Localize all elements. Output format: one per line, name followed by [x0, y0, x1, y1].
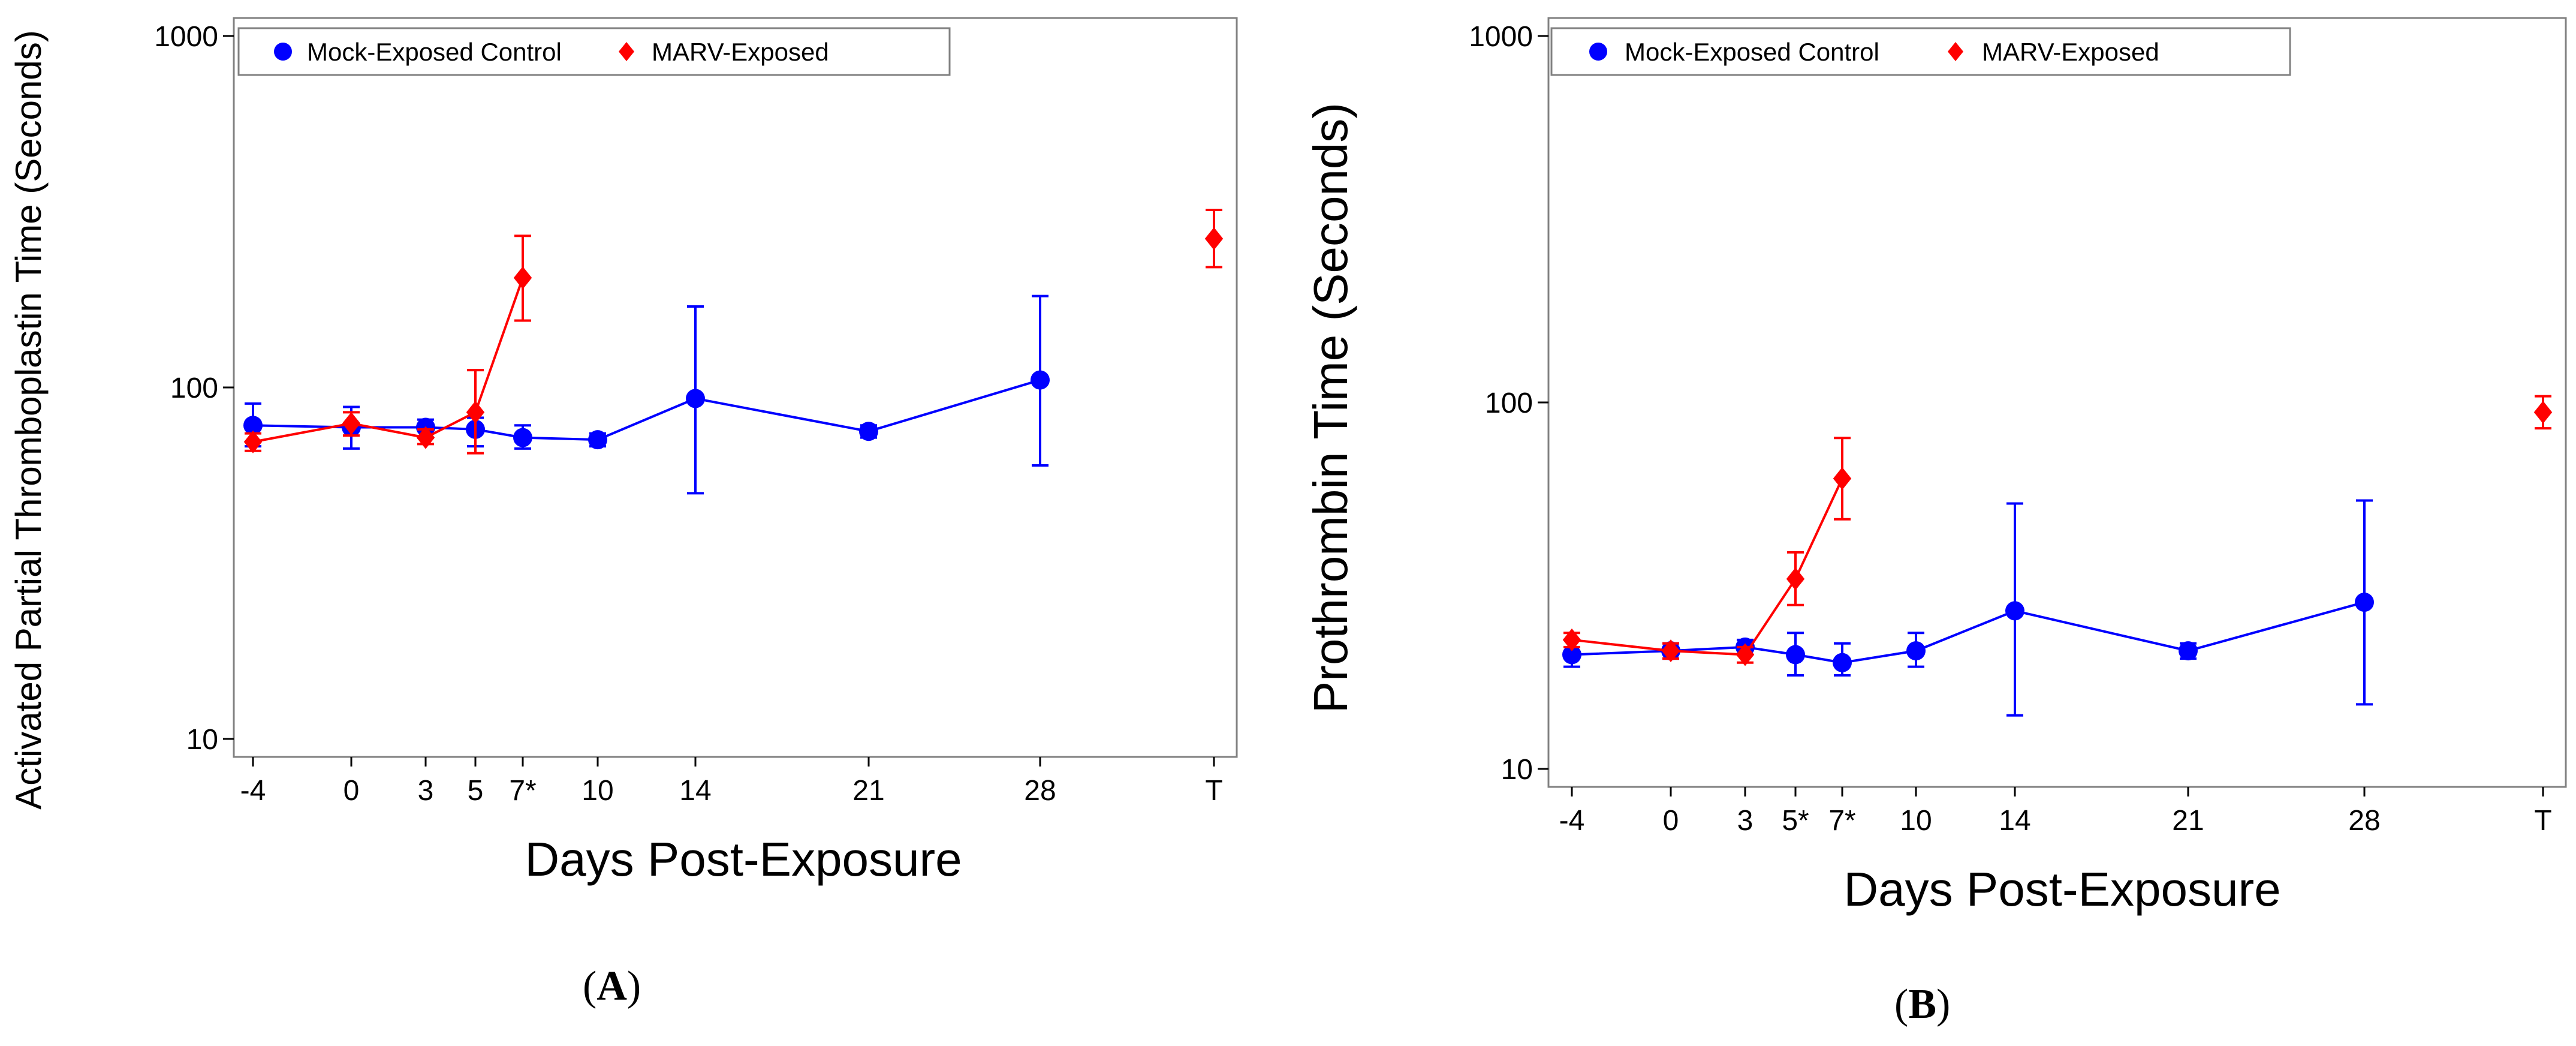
- panel-label-b: (B): [1894, 981, 1951, 1027]
- plot-area-a: [233, 17, 1238, 758]
- x-tick-label-a-9: T: [1205, 775, 1222, 807]
- point-b-marv-exposed-5: [1786, 567, 1805, 591]
- legend-label-b-control: Mock-Exposed Control: [1625, 38, 1879, 66]
- point-b-mock-exposed-control-7: [1833, 653, 1852, 672]
- x-tick-label-b-0: -4: [1559, 805, 1585, 837]
- legend-marker-a-marv: [619, 42, 634, 61]
- point-a-mock-exposed-control-10: [588, 430, 607, 450]
- point-a-marv-exposed-3: [416, 426, 435, 449]
- x-tick-label-a-5: 10: [582, 775, 613, 807]
- chart-panel-a: 10 100 1000 -4 0 3 5 7* 10 14 21 28 T Activated Parti…: [8, 17, 1238, 886]
- x-tick-label-a-7: 21: [852, 775, 884, 807]
- point-b-marv-exposed-4: [1562, 628, 1581, 651]
- chart-panel-b: 10 100 1000 -4 0 3 5* 7* 10 14 21 28 T Prothrombin Ti…: [1304, 17, 2567, 916]
- point-a-marv-exposed-0: [342, 411, 361, 435]
- legend-label-b-marv: MARV-Exposed: [1982, 38, 2159, 66]
- series-line-b-marv-exposed: [1571, 478, 1843, 656]
- y-axis-title-a: Activated Partial Thromboplastin Time (S…: [8, 30, 49, 809]
- plot-area-b: [1547, 17, 2567, 788]
- point-b-marv-exposed-3: [1736, 643, 1755, 666]
- legend-a: Mock-Exposed Control MARV-Exposed: [237, 27, 951, 76]
- point-b-marv-exposed-7: [1833, 467, 1852, 490]
- x-tick-label-a-3: 5: [468, 775, 484, 807]
- point-a-mock-exposed-control-28: [1031, 370, 1050, 390]
- panel-label-a-text: A: [596, 963, 627, 1009]
- legend-marker-b-marv: [1948, 42, 1963, 61]
- x-tick-label-b-8: 28: [2348, 805, 2380, 837]
- point-b-mock-exposed-control-10: [1906, 641, 1926, 661]
- series-line-b-mock-exposed-control: [1571, 601, 2365, 664]
- x-axis-title-b: Days Post-Exposure: [1843, 862, 2280, 916]
- x-tick-label-a-0: -4: [240, 775, 266, 807]
- x-tick-label-b-3: 5*: [1782, 805, 1809, 837]
- point-b-mock-exposed-control-14: [2005, 601, 2024, 621]
- y-tick-label-b-1000: 1000: [1469, 21, 1533, 53]
- y-tick-label-b-10: 10: [1501, 754, 1533, 786]
- x-tick-label-b-2: 3: [1737, 805, 1754, 837]
- point-b-mock-exposed-control-21: [2179, 641, 2198, 661]
- x-tick-label-b-9: T: [2534, 805, 2551, 837]
- legend-box-a: [237, 27, 951, 76]
- x-tick-label-b-1: 0: [1663, 805, 1679, 837]
- x-axis-title-a: Days Post-Exposure: [525, 832, 962, 886]
- point-a-mock-exposed-control-4: [243, 416, 263, 435]
- x-tick-label-a-6: 14: [679, 775, 711, 807]
- panel-label-b-text: B: [1908, 981, 1937, 1027]
- legend-marker-a-control: [274, 43, 292, 61]
- legend-box-b: [1550, 27, 2291, 76]
- point-b-marv-exposed-0: [1661, 639, 1680, 663]
- y-tick-label-a-100: 100: [170, 372, 218, 404]
- x-tick-label-a-2: 3: [418, 775, 434, 807]
- point-b-mock-exposed-control-28: [2355, 593, 2374, 612]
- x-tick-label-b-5: 10: [1900, 805, 1932, 837]
- point-a-marv-exposed-5: [466, 401, 485, 424]
- point-a-marv-exposed-t: [1204, 227, 1224, 250]
- point-a-mock-exposed-control-7: [513, 428, 532, 447]
- point-b-mock-exposed-control-5: [1786, 645, 1805, 665]
- point-b-mock-exposed-control-4: [1562, 645, 1581, 665]
- y-tick-label-a-10: 10: [186, 724, 218, 756]
- x-tick-label-b-7: 21: [2172, 805, 2204, 837]
- point-a-marv-exposed-7: [513, 266, 532, 290]
- x-tick-label-a-4: 7*: [509, 775, 536, 807]
- y-axis-title-b: Prothrombin Time (Seconds): [1304, 103, 1357, 713]
- legend-marker-b-control: [1589, 43, 1607, 61]
- x-tick-label-a-1: 0: [344, 775, 360, 807]
- point-a-mock-exposed-control-21: [859, 422, 878, 441]
- point-b-marv-exposed-t: [2533, 401, 2553, 424]
- series-line-a-mock-exposed-control: [252, 378, 1041, 441]
- x-tick-label-b-6: 14: [1999, 805, 2030, 837]
- point-a-mock-exposed-control-14: [686, 389, 705, 408]
- x-tick-label-b-4: 7*: [1828, 805, 1855, 837]
- y-tick-label-b-100: 100: [1485, 387, 1533, 419]
- legend-b: Mock-Exposed Control MARV-Exposed: [1550, 27, 2291, 76]
- y-tick-label-a-1000: 1000: [154, 21, 218, 53]
- panel-label-a: (A): [583, 963, 641, 1009]
- point-a-marv-exposed-4: [243, 430, 263, 453]
- x-tick-label-a-8: 28: [1024, 775, 1056, 807]
- legend-label-a-marv: MARV-Exposed: [652, 38, 829, 66]
- legend-label-a-control: Mock-Exposed Control: [307, 38, 562, 66]
